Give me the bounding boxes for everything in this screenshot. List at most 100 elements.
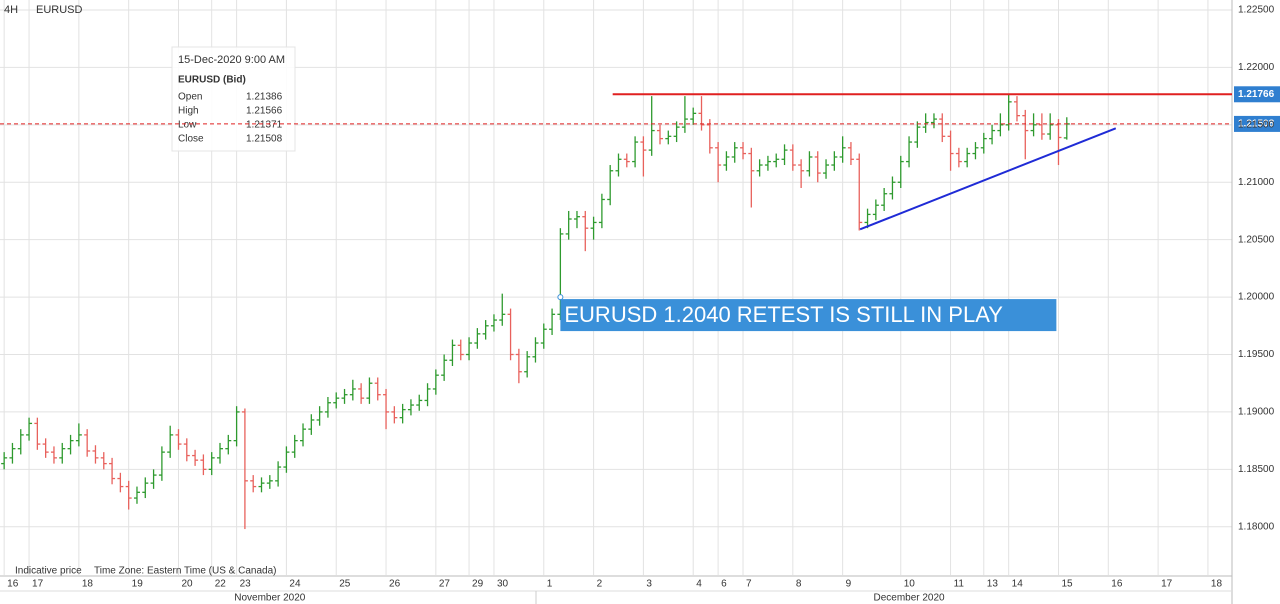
info-field: Low <box>178 120 197 131</box>
ohlc-bar <box>183 438 190 462</box>
ohlc-bar <box>432 369 439 395</box>
price-label: 1.21766 <box>1238 89 1275 100</box>
x-tick-label: 10 <box>904 579 916 590</box>
ohlc-bar <box>490 314 497 332</box>
x-tick-label: 18 <box>82 579 94 590</box>
ohlc-bar <box>117 472 124 493</box>
ohlc-bar <box>449 339 456 366</box>
info-value: 1.21566 <box>246 106 283 117</box>
ohlc-bar <box>1047 113 1054 140</box>
ohlc-bar <box>1 452 8 470</box>
y-tick-label: 1.20000 <box>1238 292 1275 303</box>
info-date: 15-Dec-2020 9:00 AM <box>178 54 285 66</box>
x-tick-label: 17 <box>1161 579 1173 590</box>
month-label: November 2020 <box>234 593 306 604</box>
ohlc-bar <box>358 383 365 404</box>
x-tick-label: 9 <box>846 579 852 590</box>
ohlc-bar <box>1030 113 1037 137</box>
ohlc-bar <box>50 446 57 464</box>
symbol: EURUSD <box>36 4 83 16</box>
ohlc-bar <box>208 452 215 476</box>
ohlc-bar <box>582 210 589 252</box>
ohlc-bar <box>648 96 655 156</box>
ohlc-bar <box>573 210 580 229</box>
ohlc-bar <box>856 153 863 231</box>
ohlc-bar <box>615 153 622 177</box>
x-tick-label: 19 <box>132 579 144 590</box>
ohlc-bar <box>217 442 223 464</box>
ohlc-bar <box>241 408 248 530</box>
ohlc-bar <box>839 136 846 163</box>
ohlc-bar <box>499 293 506 326</box>
annotation-bg <box>560 299 1057 332</box>
ohlc-bar <box>366 377 373 404</box>
ohlc-bar <box>897 155 904 188</box>
x-tick-label: 30 <box>497 579 509 590</box>
ohlc-bar <box>789 144 796 171</box>
ohlc-bar <box>457 339 464 361</box>
timeframe: 4H <box>4 4 18 16</box>
ohlc-bar <box>706 119 713 154</box>
ohlc-bar <box>980 132 987 154</box>
ohlc-bar <box>507 308 514 361</box>
info-value: 1.21508 <box>246 134 283 145</box>
x-tick-label: 13 <box>987 579 999 590</box>
footer-note: Indicative price <box>15 566 82 577</box>
ohlc-bar <box>1022 109 1029 160</box>
ohlc-bar <box>192 449 199 466</box>
ohlc-bar <box>150 469 157 489</box>
ohlc-bar <box>847 142 854 166</box>
y-tick-label: 1.20500 <box>1238 234 1275 245</box>
ohlc-bar <box>316 406 323 426</box>
x-tick-label: 3 <box>646 579 652 590</box>
annotation-anchor <box>557 294 564 301</box>
ohlc-bar <box>34 417 41 450</box>
ohlc-bar <box>308 414 315 435</box>
x-tick-label: 22 <box>215 579 227 590</box>
x-tick-label: 29 <box>472 579 484 590</box>
info-field: Open <box>178 92 202 103</box>
ohlc-bar <box>26 417 33 441</box>
ohlc-bar <box>1005 93 1012 131</box>
ohlc-bar <box>374 377 381 401</box>
x-tick-label: 1 <box>547 579 553 590</box>
ohlc-bar <box>441 354 448 381</box>
ohlc-bar <box>291 434 298 458</box>
ohlc-bar <box>665 130 672 145</box>
ohlc-bar <box>84 429 91 457</box>
info-box: 15-Dec-2020 9:00 AM EURUSD (Bid) Open Hi… <box>171 46 296 152</box>
ohlc-bar <box>798 159 805 188</box>
ohlc-bar <box>623 153 630 168</box>
ohlc-bar <box>740 142 747 160</box>
ohlc-bar <box>233 406 240 447</box>
plot <box>1 93 1070 530</box>
ohlc-bar <box>764 155 771 171</box>
x-tick-label: 26 <box>389 579 401 590</box>
ohlc-bar <box>814 151 821 183</box>
x-tick-label: 27 <box>439 579 451 590</box>
ohlc-bar <box>482 320 489 340</box>
x-tick-label: 24 <box>289 579 301 590</box>
ohlc-bar <box>565 210 572 240</box>
ohlc-bar <box>939 113 946 143</box>
ohlc-bar <box>109 457 116 485</box>
ohlc-bar <box>466 337 473 361</box>
x-tick-label: 18 <box>1211 579 1223 590</box>
ohlc-bar <box>930 113 937 129</box>
ohlc-bar <box>42 438 49 458</box>
ohlc-bar <box>399 403 406 424</box>
x-tick-label: 20 <box>181 579 193 590</box>
ohlc-bar <box>681 96 688 133</box>
ohlc-bar <box>723 151 730 171</box>
ohlc-bar <box>142 477 149 499</box>
ohlc-bar <box>640 136 647 177</box>
ohlc-bar <box>773 153 780 168</box>
ohlc-bar <box>92 445 99 464</box>
ohlc-bar <box>125 480 132 510</box>
ohlc-bar <box>175 429 182 450</box>
x-tick-label: 14 <box>1012 579 1024 590</box>
ohlc-bar <box>607 165 614 206</box>
price-label-bg <box>1234 115 1280 132</box>
ohlc-bar <box>964 147 971 168</box>
y-tick-label: 1.19000 <box>1238 407 1275 418</box>
